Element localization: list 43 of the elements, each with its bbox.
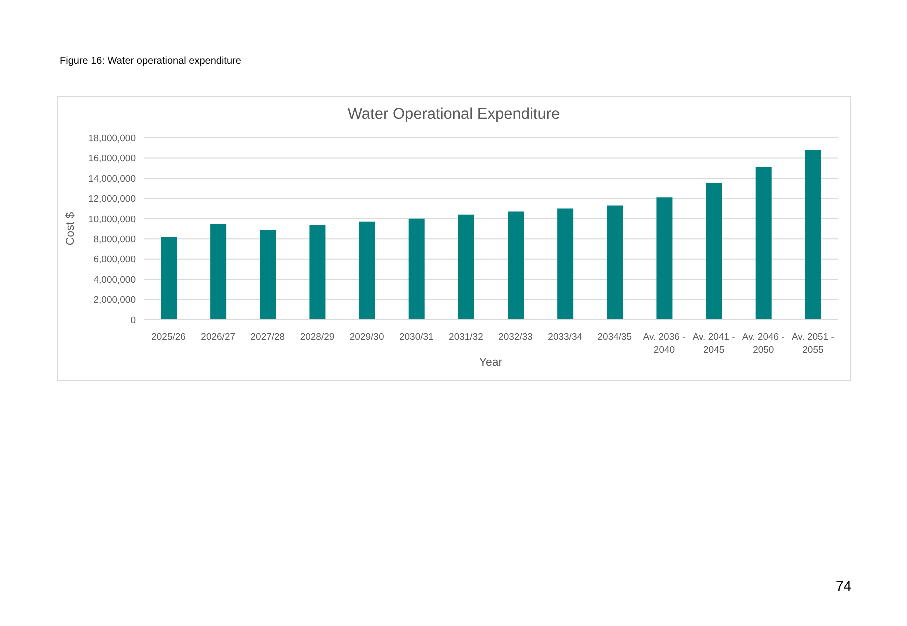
x-tick-label: 2026/27 (201, 332, 236, 343)
x-tick-label: Av. 2036 - 2040 (643, 332, 686, 356)
x-tick-label: 2029/30 (350, 332, 384, 343)
bar (408, 218, 425, 320)
bar (558, 208, 574, 320)
bar (805, 150, 822, 320)
bar (706, 184, 722, 320)
y-tick-label: 18,000,000 (88, 133, 136, 144)
bar (607, 206, 624, 320)
y-axis-title: Cost $ (65, 212, 78, 246)
x-tick-label: Av. 2041 - 2045 (692, 332, 736, 356)
x-tick-label: 2034/35 (598, 332, 632, 343)
x-tick-label: Av. 2051 - 2055 (792, 332, 834, 356)
x-tick-label: 2028/29 (300, 332, 335, 343)
caption: Figure 16: Water operational expenditure (60, 56, 242, 67)
y-tick-label: 16,000,000 (88, 154, 136, 165)
y-tick-label: 4,000,000 (94, 274, 136, 286)
bar (161, 237, 177, 320)
x-axis-title: Year (479, 357, 503, 369)
bar (359, 222, 376, 320)
x-tick-label: 2033/34 (548, 332, 583, 343)
y-tick-label: 6,000,000 (94, 254, 136, 266)
y-tick-label: 12,000,000 (88, 194, 136, 206)
bar (508, 212, 524, 320)
text: 74 (836, 578, 852, 594)
bar (756, 167, 772, 320)
x-tick-label: 2030/31 (399, 332, 434, 343)
x-tick-label: 2032/33 (498, 332, 533, 343)
y-tick-label: 8,000,000 (94, 234, 136, 246)
x-tick-label: Av. 2046 - 2050 (742, 332, 785, 356)
bar (458, 214, 474, 320)
y-tick-label: 2,000,000 (94, 295, 136, 306)
bar (310, 224, 326, 320)
x-tick-label: 2031/32 (449, 332, 484, 343)
bar (656, 198, 673, 320)
y-tick-label: 14,000,000 (88, 174, 136, 185)
bar (210, 224, 227, 320)
y-tick-label: 0 (130, 315, 136, 326)
y-tick-label: 10,000,000 (88, 214, 136, 226)
x-tick-label: 2027/28 (250, 332, 286, 343)
bar (260, 230, 276, 320)
chart-title: Water Operational Expenditure (346, 106, 562, 124)
x-tick-label: 2025/26 (152, 332, 186, 343)
